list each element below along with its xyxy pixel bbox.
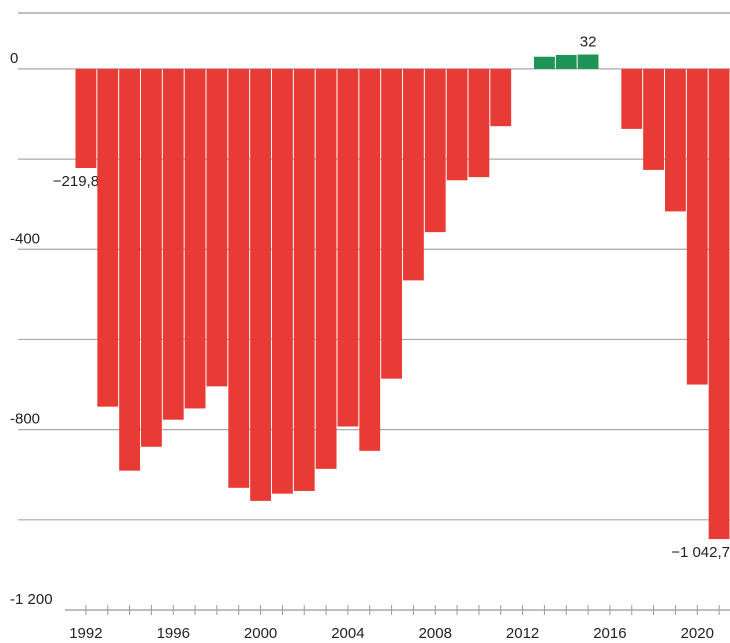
value-label: −219,8 [53, 173, 99, 190]
bar [468, 68, 490, 178]
y-tick-label: 0 [10, 50, 18, 67]
bar [141, 68, 162, 447]
bar [206, 68, 228, 387]
bar [555, 54, 577, 69]
bar [643, 68, 664, 170]
bar [577, 54, 599, 69]
bar [162, 68, 184, 420]
x-tick-label: 2000 [244, 625, 277, 642]
value-label: −1 042,7 [671, 544, 730, 561]
bar [228, 68, 250, 488]
x-tick-label: 2012 [506, 625, 539, 642]
x-tick-label: 2004 [331, 625, 364, 642]
bar [250, 68, 271, 501]
bar [119, 68, 140, 471]
bar [424, 68, 446, 233]
bar [293, 68, 315, 491]
bar [534, 56, 555, 69]
y-tick-label: -400 [10, 230, 40, 247]
x-tick-label: 2020 [681, 625, 714, 642]
bar [686, 68, 708, 385]
bar [403, 68, 424, 281]
bar [75, 68, 97, 169]
bar [665, 68, 686, 212]
value-label: 32 [580, 33, 597, 50]
bar [490, 68, 512, 127]
bar [315, 68, 337, 469]
bar [621, 68, 643, 129]
x-tick-label: 1992 [69, 625, 102, 642]
y-tick-label: -800 [10, 411, 40, 428]
x-tick-label: 2016 [593, 625, 626, 642]
bar [184, 68, 206, 409]
x-tick-label: 2008 [419, 625, 452, 642]
bar [708, 68, 730, 540]
bar [272, 68, 293, 494]
bar [446, 68, 468, 181]
bar [359, 68, 381, 451]
bar [381, 68, 402, 379]
y-tick-label: -1 200 [10, 591, 53, 608]
x-tick-label: 1996 [157, 625, 190, 642]
bar [337, 68, 359, 427]
bar [97, 68, 119, 407]
